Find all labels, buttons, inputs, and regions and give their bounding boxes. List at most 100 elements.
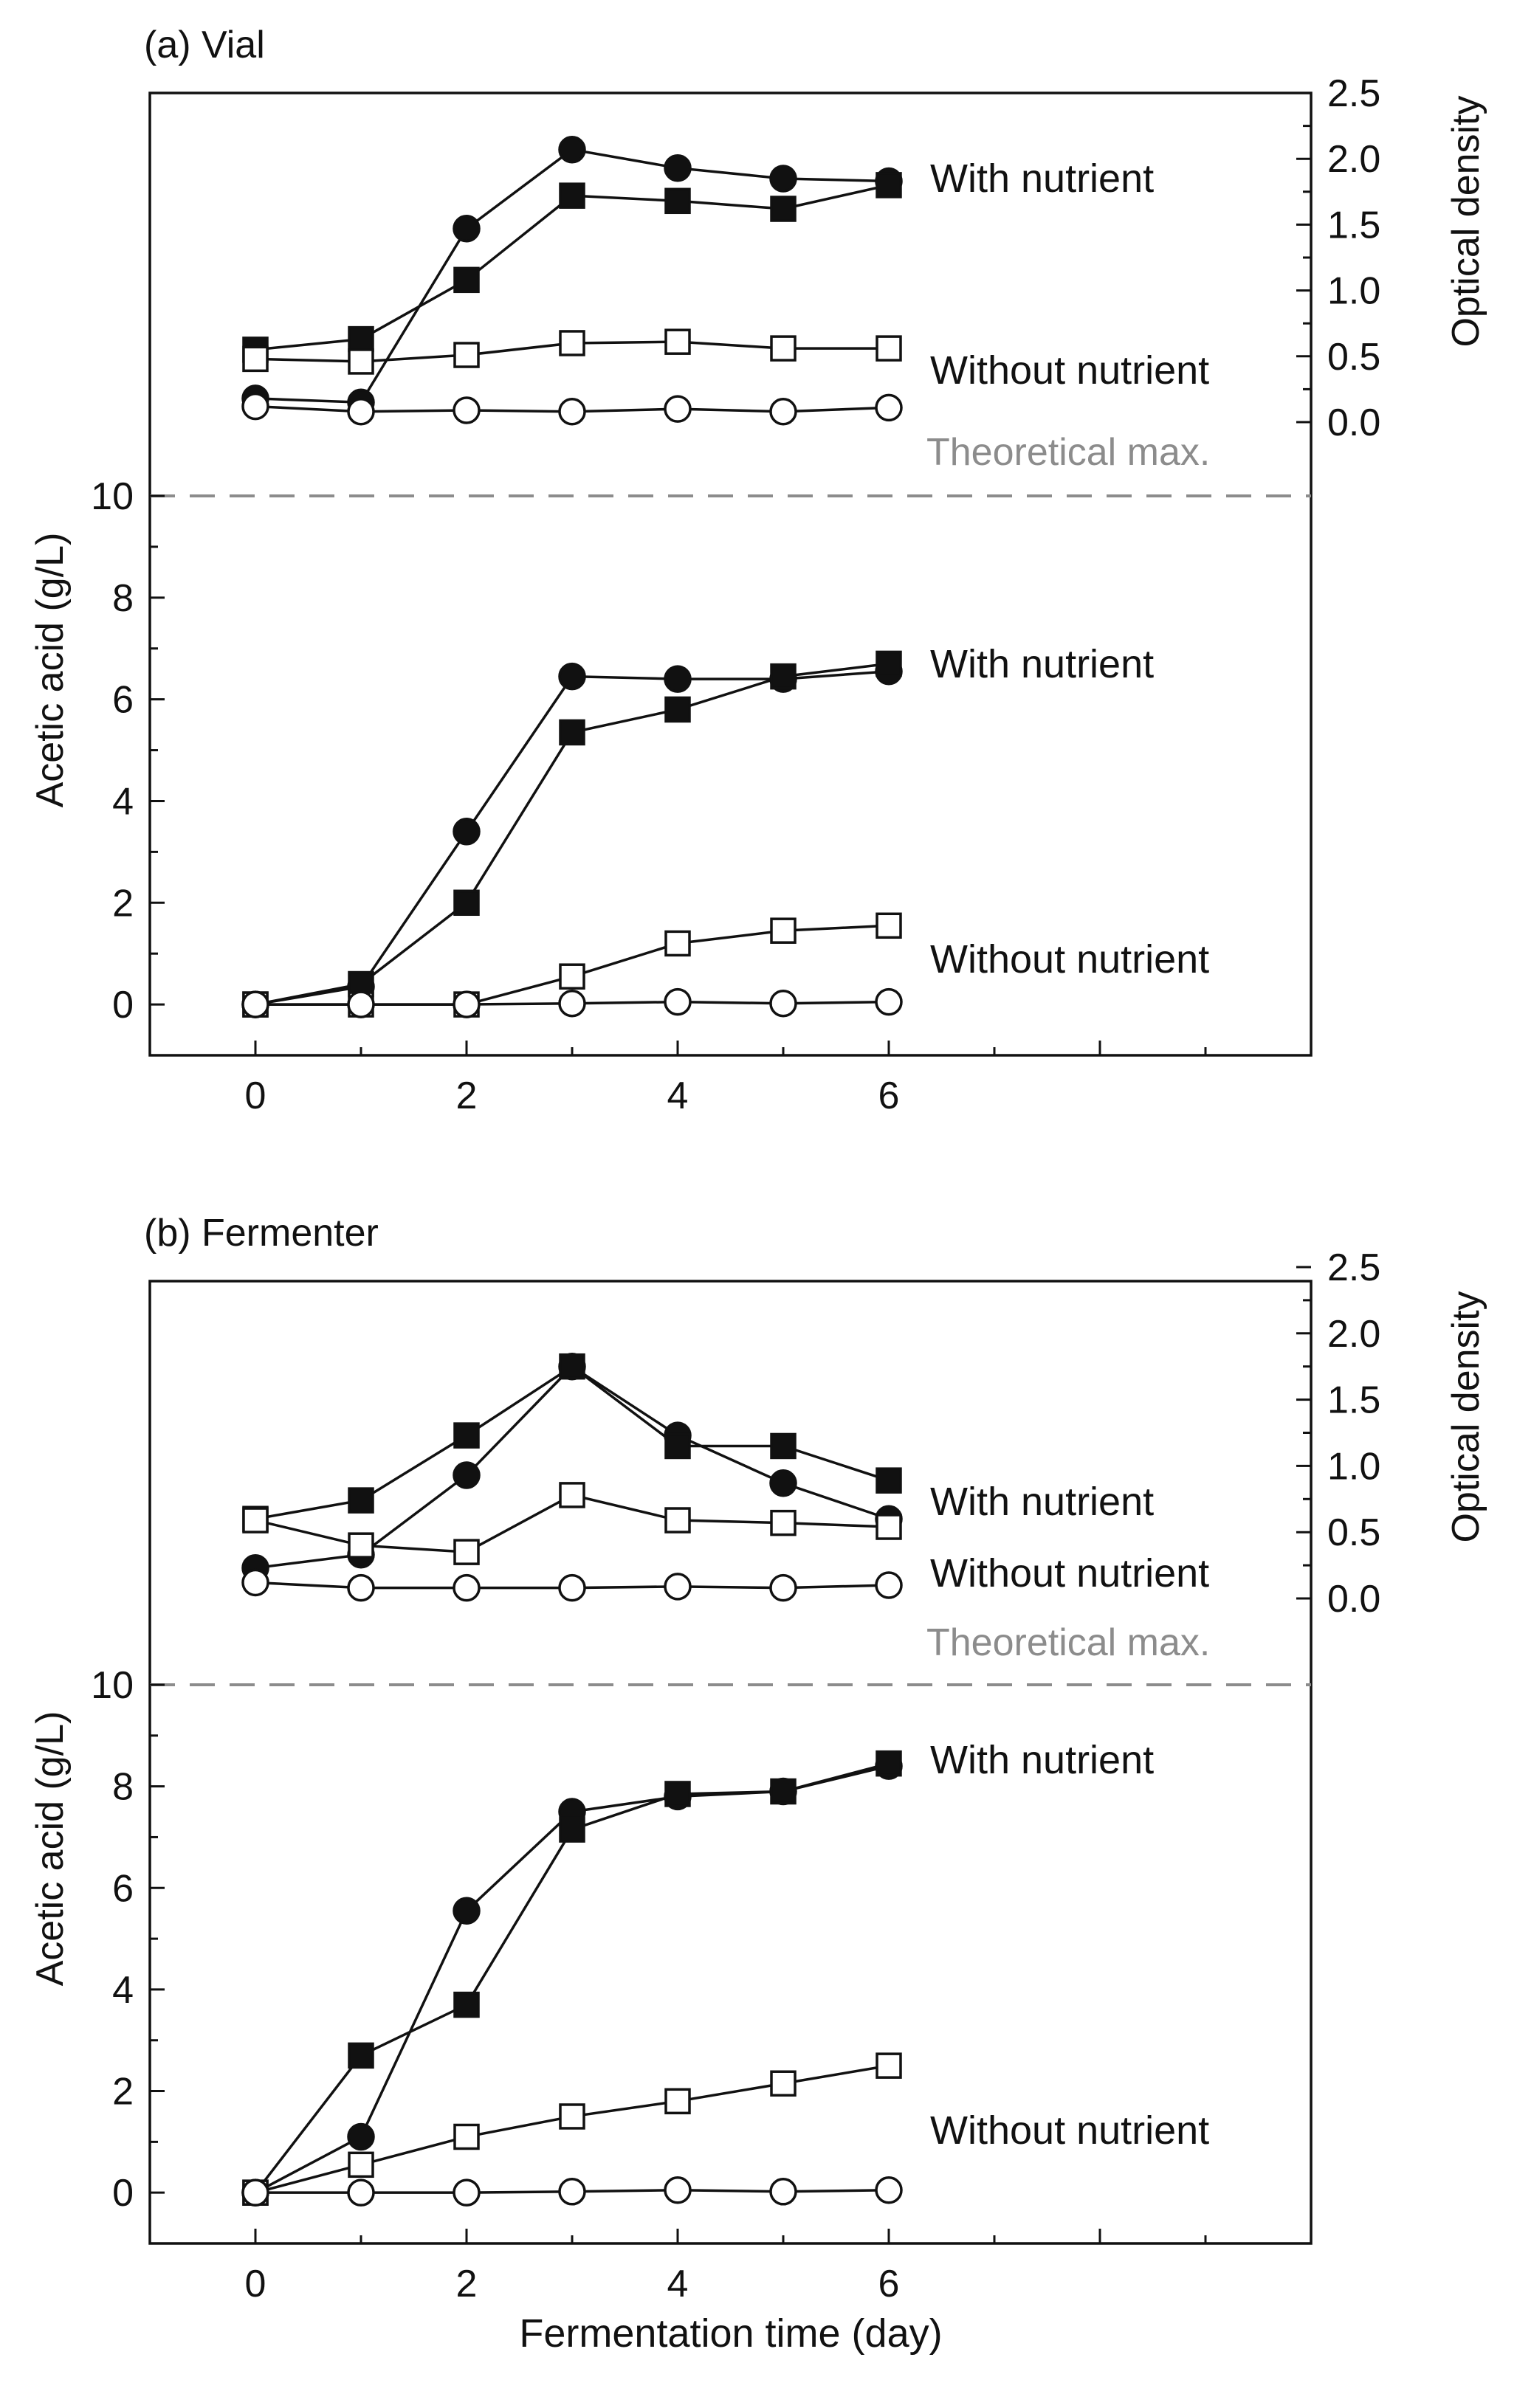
panel-a-theoretical-max-label: Theoretical max. <box>926 431 1210 474</box>
square-marker <box>453 1539 480 1565</box>
square-marker <box>348 1487 374 1514</box>
circle-marker <box>664 987 692 1016</box>
x-tick-label: 2 <box>456 1074 478 1117</box>
circle-marker <box>241 392 269 421</box>
od-tick-label: 2.0 <box>1327 1313 1380 1356</box>
square-marker <box>453 2123 480 2150</box>
square-marker <box>876 650 902 677</box>
square-marker <box>348 1532 374 1559</box>
square-marker <box>770 1432 797 1460</box>
panel-b-title: (b) Fermenter <box>144 1212 379 1255</box>
square-marker <box>770 2070 797 2097</box>
x-tick-label: 0 <box>245 2263 266 2305</box>
circle-marker <box>558 2178 586 2206</box>
square-marker <box>453 889 480 917</box>
od-tick-label: 0.5 <box>1327 1511 1380 1554</box>
panel-a-acid-axis-title: Acetic acid (g/L) <box>29 533 72 808</box>
circle-marker <box>664 665 692 693</box>
square-marker <box>242 1507 269 1534</box>
square-marker <box>348 348 374 375</box>
circle-marker <box>453 990 481 1018</box>
panel-b: (b) Fermenter Theoretical max. With nutr… <box>29 1212 1487 2305</box>
square-marker <box>664 930 691 957</box>
circle-marker <box>769 2178 797 2206</box>
acid-tick-label: 6 <box>112 1867 134 1910</box>
circle-marker <box>664 395 692 423</box>
circle-marker <box>664 1573 692 1601</box>
circle-marker <box>558 1573 586 1602</box>
panel-a-od-without-nutrient-label: Without nutrient <box>930 348 1209 393</box>
acid-tick-label: 6 <box>112 679 134 722</box>
circle-marker <box>769 1469 797 1497</box>
od-tick-label: 2.5 <box>1327 72 1380 115</box>
square-marker <box>770 335 797 362</box>
circle-marker <box>875 987 903 1016</box>
circle-marker <box>347 2178 375 2207</box>
square-marker <box>348 325 374 353</box>
circle-marker <box>347 397 375 426</box>
od-tick-label: 0.0 <box>1327 401 1380 444</box>
square-marker <box>664 1781 691 1807</box>
circle-marker <box>875 393 903 422</box>
od-tick-label: 0.0 <box>1327 1578 1380 1621</box>
square-marker <box>770 663 797 690</box>
circle-marker <box>453 1461 481 1489</box>
circle-marker <box>664 153 692 182</box>
circle-marker <box>453 2178 481 2207</box>
square-marker <box>559 2103 585 2130</box>
circle-marker <box>769 1573 797 1602</box>
acid-tick-label: 4 <box>112 780 134 823</box>
panel-b-axes: 0 2 4 6 0 2 4 6 8 10 0.0 0.5 1.0 1.5 2.0 2.5 <box>91 1246 1380 2305</box>
circle-marker <box>769 165 797 193</box>
x-tick-label: 6 <box>878 2263 900 2305</box>
circle-marker <box>875 1571 903 1599</box>
square-marker <box>242 345 269 373</box>
square-marker <box>876 335 902 362</box>
od-tick-label: 1.5 <box>1327 1379 1380 1422</box>
circle-marker <box>558 397 586 426</box>
square-marker <box>876 172 902 199</box>
panel-a-title: (a) Vial <box>144 24 265 66</box>
square-marker <box>664 1432 691 1460</box>
acid-tick-label: 10 <box>91 475 134 518</box>
panel-a-frame <box>148 92 1313 1057</box>
square-marker <box>876 2052 902 2079</box>
panel-a: (a) Vial Theoretical max. With nutrient … <box>29 24 1487 1117</box>
circle-marker <box>241 2178 269 2207</box>
panel-b-od-axis-title: Optical density <box>1445 1291 1487 1542</box>
od-tick-label: 1.0 <box>1327 1445 1380 1488</box>
circle-marker <box>453 818 481 846</box>
square-marker <box>664 2088 691 2115</box>
panel-b-marks <box>241 1352 903 2207</box>
circle-marker <box>558 662 586 691</box>
od-tick-label: 1.5 <box>1327 204 1380 246</box>
square-marker <box>559 182 585 209</box>
square-marker <box>664 187 691 215</box>
square-marker <box>559 330 585 356</box>
x-tick-label: 4 <box>667 1074 689 1117</box>
square-marker <box>453 1991 480 2018</box>
panel-b-acid-without-nutrient-label: Without nutrient <box>930 2108 1209 2153</box>
panel-a-marks <box>241 135 903 1018</box>
square-marker <box>876 1750 902 1777</box>
square-marker <box>559 1482 585 1508</box>
square-marker <box>348 2151 374 2178</box>
acid-tick-label: 0 <box>112 984 134 1027</box>
circle-marker <box>347 2122 375 2151</box>
square-marker <box>770 917 797 944</box>
panel-b-frame <box>148 1280 1313 2245</box>
x-tick-label: 2 <box>456 2263 478 2305</box>
square-marker <box>453 342 480 368</box>
panel-b-od-without-nutrient-label: Without nutrient <box>930 1551 1209 1595</box>
panel-b-acid-axis-title: Acetic acid (g/L) <box>29 1711 72 1987</box>
square-marker <box>559 1353 585 1380</box>
circle-marker <box>241 1568 269 1597</box>
x-tick-label: 6 <box>878 1074 900 1117</box>
circle-marker <box>875 2176 903 2204</box>
acid-tick-label: 0 <box>112 2172 134 2215</box>
od-tick-label: 1.0 <box>1327 270 1380 313</box>
square-marker <box>664 1507 691 1534</box>
panel-b-acid-with-nutrient-label: With nutrient <box>930 1738 1154 1782</box>
